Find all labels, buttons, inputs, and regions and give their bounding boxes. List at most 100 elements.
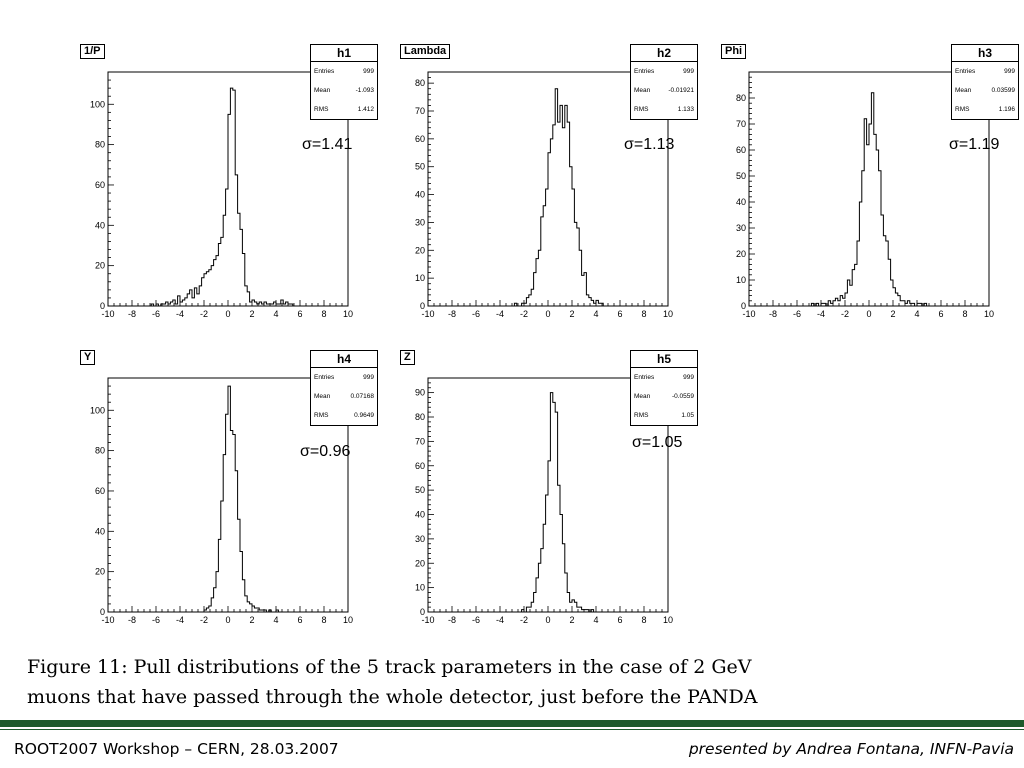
entries-label: Entries — [955, 68, 976, 75]
stat-row-entries: Entries 999 — [952, 62, 1018, 81]
x-tick-label: -8 — [448, 309, 456, 319]
x-tick-label: -6 — [472, 615, 480, 625]
y-tick-label: 50 — [736, 171, 746, 181]
x-tick-label: 2 — [249, 615, 254, 625]
footer-presenter: presented by Andrea Fontana, INFN-Pavia — [688, 740, 1014, 758]
mean-value: 0.03599 — [991, 87, 1016, 94]
histogram-name: h4 — [311, 351, 377, 368]
rms-value: 1.133 — [677, 106, 694, 113]
mean-label: Mean — [314, 393, 331, 400]
x-tick-label: -6 — [152, 309, 160, 319]
mean-value: 0.07168 — [350, 393, 375, 400]
y-tick-label: 30 — [736, 223, 746, 233]
histogram-name: h1 — [311, 45, 377, 62]
y-tick-label: 60 — [415, 461, 425, 471]
x-tick-label: 10 — [343, 615, 353, 625]
y-tick-label: 100 — [90, 99, 105, 109]
rms-value: 1.196 — [998, 106, 1015, 113]
stat-row-entries: Entries 999 — [631, 62, 697, 81]
stat-row-mean: Mean 0.03599 — [952, 81, 1018, 100]
x-tick-label: -4 — [496, 615, 504, 625]
caption-line-1: Figure 11: Pull distributions of the 5 t… — [27, 656, 752, 678]
panel-phi: Phi -10 -8 -6 -4 -2 0 2 4 6 8 10 0 10 20 30 40 50 60 70 80 … — [721, 44, 1024, 339]
entries-value: 999 — [683, 374, 694, 381]
y-tick-label: 40 — [95, 526, 105, 536]
rms-value: 1.05 — [681, 412, 694, 419]
mean-value: -0.01921 — [668, 87, 694, 94]
stat-row-entries: Entries 999 — [311, 368, 377, 387]
footer-divider — [0, 720, 1024, 727]
y-tick-label: 10 — [415, 583, 425, 593]
variable-title: 1/P — [80, 44, 105, 59]
entries-value: 999 — [363, 374, 374, 381]
y-tick-label: 60 — [415, 134, 425, 144]
x-tick-label: 8 — [962, 309, 967, 319]
y-tick-label: 40 — [415, 510, 425, 520]
histogram-outline — [749, 92, 989, 307]
x-tick-label: 8 — [321, 615, 326, 625]
histogram-plot: -10 -8 -6 -4 -2 0 2 4 6 8 10 0 10 20 30 40 50 60 70 80 90 — [415, 377, 673, 625]
x-tick-label: 6 — [617, 615, 622, 625]
y-tick-label: 0 — [100, 607, 105, 617]
panel-z: Z -10 -8 -6 -4 -2 0 2 4 6 8 10 0 10 20 30 40 50 60 70 80 90 … — [400, 350, 710, 645]
x-tick-label: -10 — [101, 309, 114, 319]
entries-value: 999 — [683, 68, 694, 75]
x-tick-label: 0 — [225, 615, 230, 625]
y-tick-label: 70 — [736, 119, 746, 129]
stat-row-rms: RMS 1.05 — [631, 406, 697, 425]
x-tick-label: 0 — [225, 309, 230, 319]
histogram-outline — [428, 88, 668, 307]
rms-label: RMS — [634, 106, 649, 113]
y-tick-label: 100 — [90, 405, 105, 415]
x-tick-label: -4 — [176, 309, 184, 319]
histogram-outline — [428, 392, 668, 613]
sigma-annotation: σ=0.96 — [300, 443, 351, 460]
mean-label: Mean — [634, 393, 651, 400]
histogram-grid: 1/P -10 -8 -6 -4 -2 0 2 4 6 8 10 0 20 40 60 80 100 h1 En… — [80, 44, 1024, 625]
y-tick-label: 10 — [415, 273, 425, 283]
x-tick-label: -10 — [101, 615, 114, 625]
y-tick-label: 90 — [415, 388, 425, 398]
y-tick-label: 20 — [95, 567, 105, 577]
sigma-annotation: σ=1.05 — [632, 434, 683, 451]
x-tick-label: -2 — [520, 309, 528, 319]
panel-1p: 1/P -10 -8 -6 -4 -2 0 2 4 6 8 10 0 20 40 60 80 100 h1 En… — [80, 44, 390, 339]
x-tick-label: -10 — [742, 309, 755, 319]
y-tick-label: 80 — [736, 93, 746, 103]
y-tick-label: 80 — [415, 78, 425, 88]
variable-title: Z — [400, 350, 415, 365]
x-tick-label: 6 — [617, 309, 622, 319]
x-tick-label: 6 — [297, 615, 302, 625]
stats-box: h2 Entries 999 Mean -0.01921 RMS 1.133 — [630, 44, 698, 120]
x-tick-label: 8 — [641, 615, 646, 625]
rms-value: 1.412 — [357, 106, 374, 113]
stats-box: h5 Entries 999 Mean -0.0559 RMS 1.05 — [630, 350, 698, 426]
y-tick-label: 20 — [95, 261, 105, 271]
entries-label: Entries — [314, 68, 335, 75]
y-tick-label: 20 — [736, 249, 746, 259]
entries-label: Entries — [314, 374, 335, 381]
mean-value: -0.0559 — [671, 393, 694, 400]
x-tick-label: 4 — [914, 309, 919, 319]
stat-row-entries: Entries 999 — [311, 62, 377, 81]
y-tick-label: 50 — [415, 485, 425, 495]
figure-caption: Figure 11: Pull distributions of the 5 t… — [27, 652, 907, 712]
stat-row-mean: Mean 0.07168 — [311, 387, 377, 406]
x-tick-label: 2 — [249, 309, 254, 319]
footer-divider-thin — [0, 729, 1024, 730]
histogram-name: h5 — [631, 351, 697, 368]
x-tick-label: -8 — [448, 615, 456, 625]
y-tick-label: 30 — [415, 217, 425, 227]
x-tick-label: -10 — [421, 309, 434, 319]
histogram-outline — [108, 385, 348, 613]
x-tick-label: 0 — [866, 309, 871, 319]
x-tick-label: 0 — [545, 309, 550, 319]
x-tick-label: -6 — [793, 309, 801, 319]
y-tick-label: 80 — [415, 412, 425, 422]
variable-title: Lambda — [400, 44, 451, 59]
x-tick-label: 2 — [569, 309, 574, 319]
y-tick-label: 60 — [95, 486, 105, 496]
x-tick-label: -2 — [520, 615, 528, 625]
x-tick-label: 10 — [984, 309, 994, 319]
x-tick-label: -2 — [841, 309, 849, 319]
